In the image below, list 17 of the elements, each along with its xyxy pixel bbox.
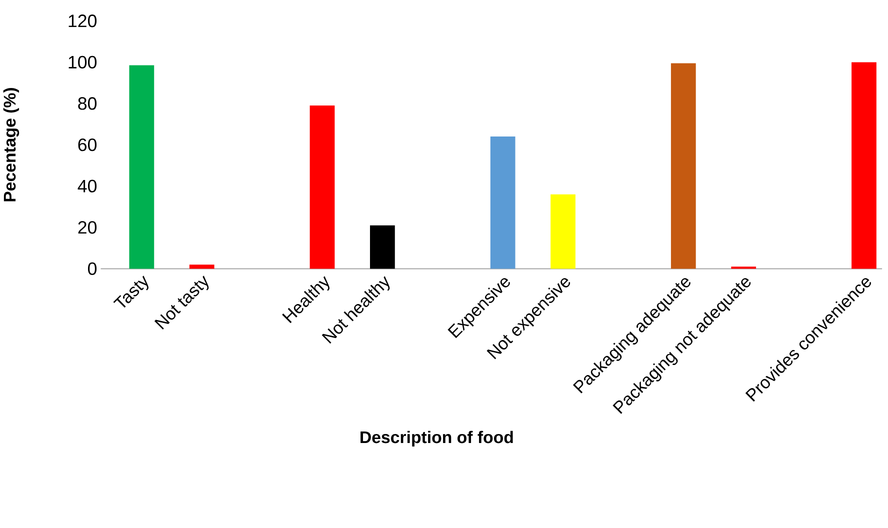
bar: [129, 65, 154, 268]
bar: [670, 62, 696, 268]
x-axis-title: Description of food: [360, 430, 513, 446]
y-tick-label: 20: [78, 220, 97, 234]
y-tick-label: 40: [78, 180, 97, 192]
y-tick-label: 60: [78, 138, 97, 151]
bar: [370, 225, 395, 268]
y-tick-label: 100: [68, 56, 97, 68]
y-tick-label: 120: [68, 14, 97, 27]
bar: [550, 194, 576, 268]
y-tick-label: 0: [88, 262, 97, 275]
bar: [852, 62, 876, 268]
bar: [310, 105, 335, 268]
bar: [189, 264, 214, 268]
bar: [490, 136, 516, 268]
y-tick-label: 80: [78, 96, 97, 110]
y-axis-title: Pecentage (%): [3, 88, 20, 202]
